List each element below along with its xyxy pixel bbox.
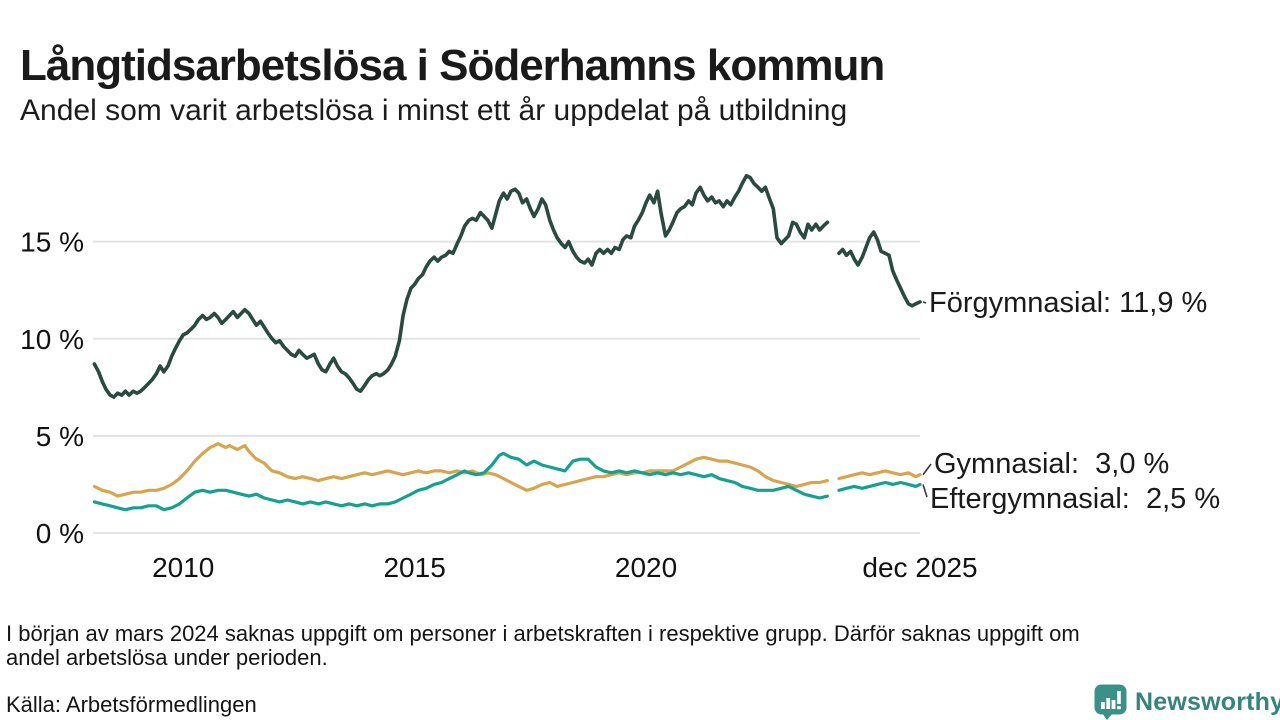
- page-title: Långtidsarbetslösa i Söderhamns kommun: [20, 41, 885, 91]
- y-tick-label: 10 %: [20, 324, 84, 355]
- newsworthy-logo: Newsworthy: [1094, 684, 1280, 720]
- series-line-gymnasial: [92, 442, 829, 498]
- series-line-förgymnasial: [92, 173, 830, 399]
- series-label-gymnasial: Gymnasial: 3,0 %: [934, 448, 1170, 480]
- series-label-forgymnasial: Förgymnasial: 11,9 %: [929, 287, 1208, 319]
- series-label-eftergymnasial: Eftergymnasial: 2,5 %: [930, 483, 1221, 515]
- annotation-connector: [922, 301, 927, 304]
- x-tick-label: 2015: [383, 552, 445, 583]
- series-line-gymnasial: [837, 469, 922, 481]
- x-tick-label: 2010: [152, 552, 214, 583]
- source-text: Källa: Arbetsförmedlingen: [6, 692, 257, 717]
- footnote-line-2: andel arbetslösa under perioden.: [6, 645, 328, 670]
- page-subtitle: Andel som varit arbetslösa i minst ett å…: [20, 94, 848, 127]
- series-line-förgymnasial: [837, 230, 922, 308]
- newsworthy-logo-icon: [1094, 684, 1127, 720]
- y-tick-label: 15 %: [20, 227, 84, 258]
- x-tick-label: 2020: [615, 552, 677, 583]
- newsworthy-logo-text: Newsworthy: [1135, 687, 1280, 716]
- annotation-connector: [922, 463, 932, 476]
- x-tick-label: dec 2025: [862, 552, 977, 583]
- footnote: I början av mars 2024 saknas uppgift om …: [6, 622, 1251, 670]
- y-tick-label: 5 %: [36, 421, 84, 452]
- y-tick-label: 0 %: [36, 518, 84, 549]
- series-line-eftergymnasial: [837, 480, 922, 492]
- footnote-line-1: I början av mars 2024 saknas uppgift om …: [6, 621, 1080, 646]
- annotation-connector: [922, 484, 928, 498]
- series-line-eftergymnasial: [92, 451, 829, 512]
